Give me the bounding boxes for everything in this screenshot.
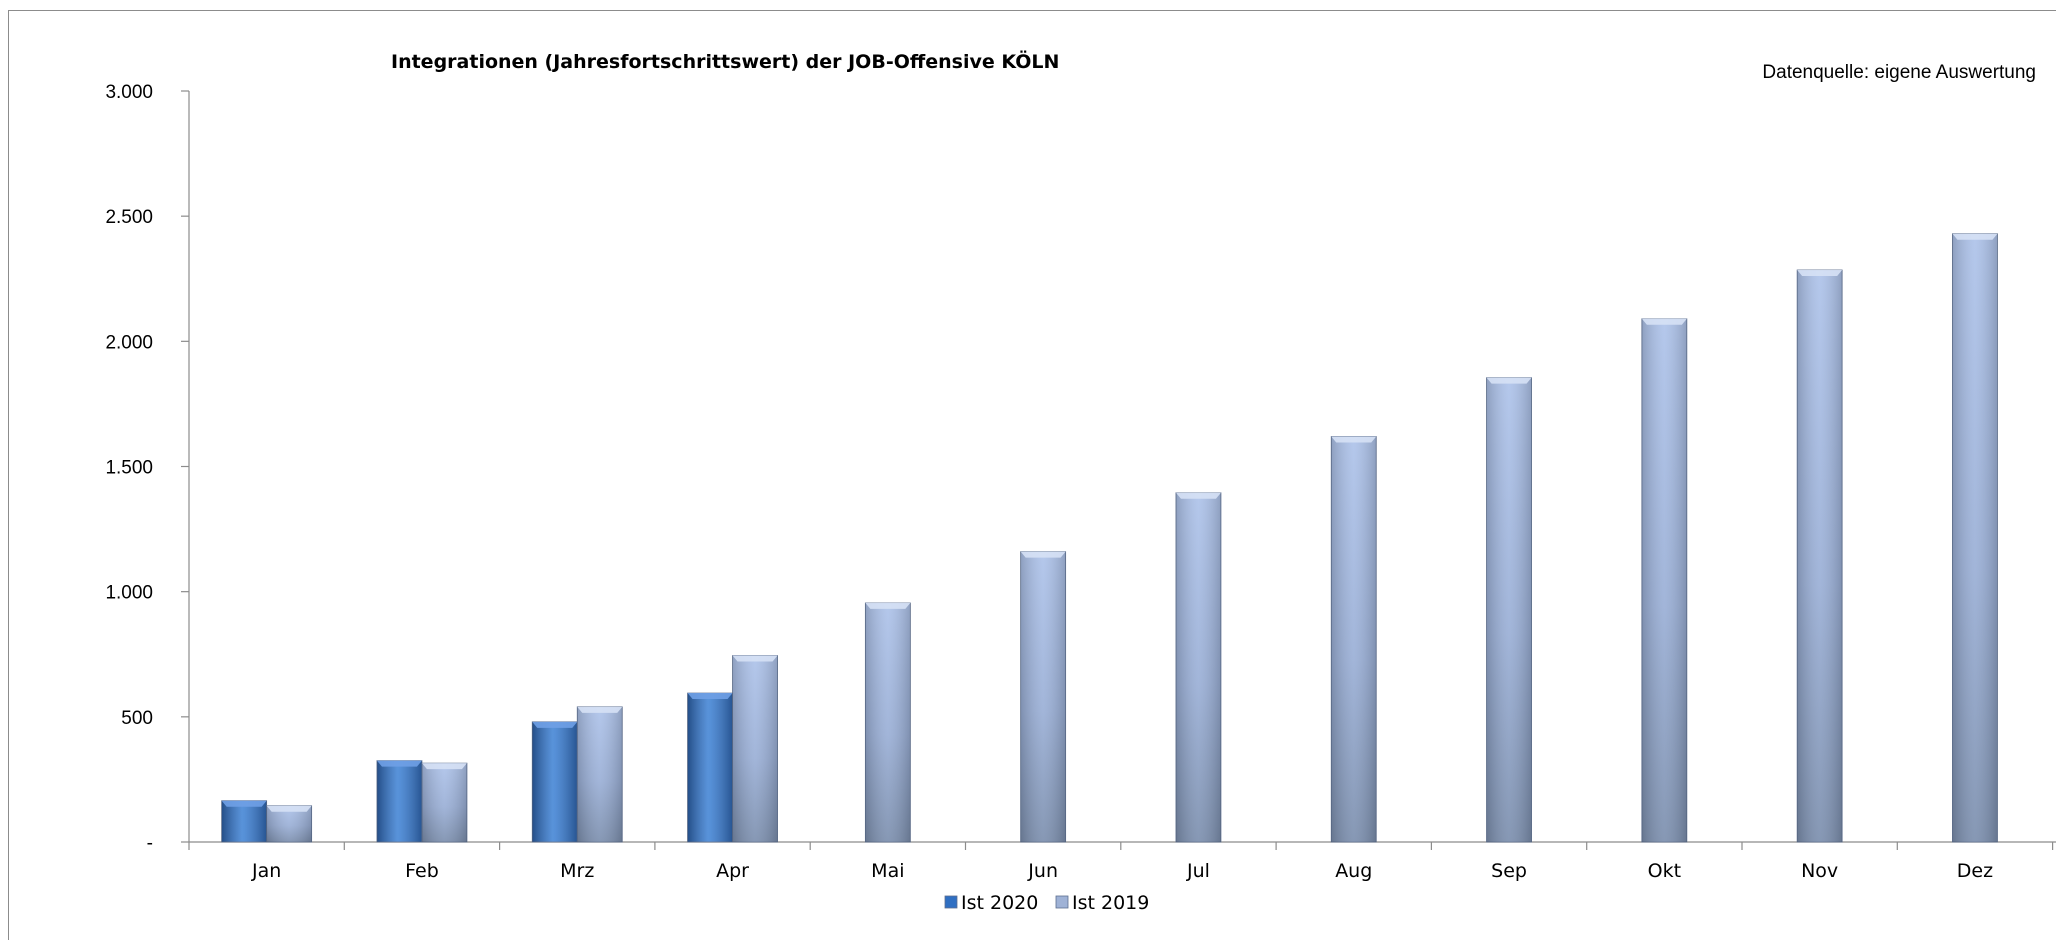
y-tick-label: - [147, 833, 153, 854]
legend: Ist 2020 Ist 2019 [944, 892, 1149, 914]
source-note: Datenquelle: eigene Auswertung [1762, 62, 2036, 83]
x-tick-label: Okt [1648, 860, 1681, 882]
x-tick-label: Apr [716, 860, 749, 882]
bar-ist-2019-shade [1486, 377, 1532, 842]
bar-ist-2020-bevel [532, 721, 578, 728]
bar-ist-2019-shade [421, 763, 467, 842]
y-tick-label: 1.000 [105, 583, 153, 604]
x-tick-label: Jul [1186, 860, 1210, 882]
bar-ist-2019-shade [266, 805, 312, 842]
bar-ist-2019-shade [577, 706, 623, 842]
bar-ist-2020-bevel [687, 693, 733, 700]
bar-ist-2019-shade [865, 602, 911, 842]
bar-ist-2019-shade [732, 655, 778, 842]
bar-ist-2019-bevel [1020, 551, 1066, 558]
y-tick-label: 1.500 [105, 458, 153, 479]
bar-ist-2019-bevel [421, 763, 467, 770]
y-tick-label: 500 [121, 708, 153, 729]
x-tick-label: Jan [251, 860, 281, 882]
x-tick-label: Jun [1027, 860, 1058, 882]
x-axis: Jan Feb Mrz Apr Mai Jun Jul Aug Sep Okt Nov Dez [188, 841, 2056, 882]
bar-chart: Integrationen (Jahresfortschrittswert) d… [105, 49, 2056, 914]
bar-ist-2019-shade [1331, 436, 1377, 842]
bar-ist-2019-bevel [1797, 269, 1843, 276]
x-tick-label: Sep [1491, 860, 1527, 882]
bar-ist-2019-bevel [1486, 377, 1532, 384]
bar-ist-2020-bevel [221, 800, 267, 807]
x-tick-label: Dez [1957, 860, 1993, 882]
legend-swatch-ist-2019 [1055, 895, 1069, 909]
legend-label: Ist 2020 [961, 892, 1038, 914]
legend-swatch-ist-2020 [944, 895, 958, 909]
x-tick-label: Nov [1801, 860, 1838, 882]
bar-ist-2020-bevel [376, 760, 422, 767]
x-tick-label: Mrz [560, 860, 594, 882]
y-axis: - 500 1.000 1.500 2.000 2.500 3.000 [105, 82, 190, 854]
bar-ist-2019-shade [1797, 269, 1843, 842]
bar-ist-2019-bevel [266, 805, 312, 812]
bar-ist-2020-shade [532, 721, 578, 842]
chart-frame: Integrationen (Jahresfortschrittswert) d… [8, 10, 2056, 940]
legend-label: Ist 2019 [1072, 892, 1149, 914]
y-tick-label: 2.000 [105, 332, 153, 353]
y-tick-label: 3.000 [105, 82, 153, 103]
bar-ist-2019-shade [1952, 233, 1998, 842]
bar-ist-2019-shade [1641, 318, 1687, 842]
bar-ist-2020-shade [221, 800, 267, 842]
bars [221, 233, 1998, 843]
x-tick-label: Mai [871, 860, 904, 882]
bar-ist-2019-bevel [1175, 492, 1221, 499]
bar-ist-2020-shade [376, 760, 422, 842]
bar-ist-2019-bevel [577, 706, 623, 713]
bar-ist-2019-bevel [1952, 233, 1998, 240]
bar-ist-2019-shade [1020, 551, 1066, 842]
bar-ist-2019-bevel [732, 655, 778, 662]
chart-title: Integrationen (Jahresfortschrittswert) d… [391, 49, 1059, 73]
y-tick-label: 2.500 [105, 207, 153, 228]
bar-ist-2019-bevel [865, 602, 911, 609]
bar-ist-2019-bevel [1641, 318, 1687, 325]
bar-ist-2020-shade [687, 693, 733, 842]
x-tick-label: Aug [1335, 860, 1372, 882]
bar-ist-2019-shade [1175, 492, 1221, 842]
x-tick-label: Feb [405, 860, 439, 882]
bar-ist-2019-bevel [1331, 436, 1377, 443]
